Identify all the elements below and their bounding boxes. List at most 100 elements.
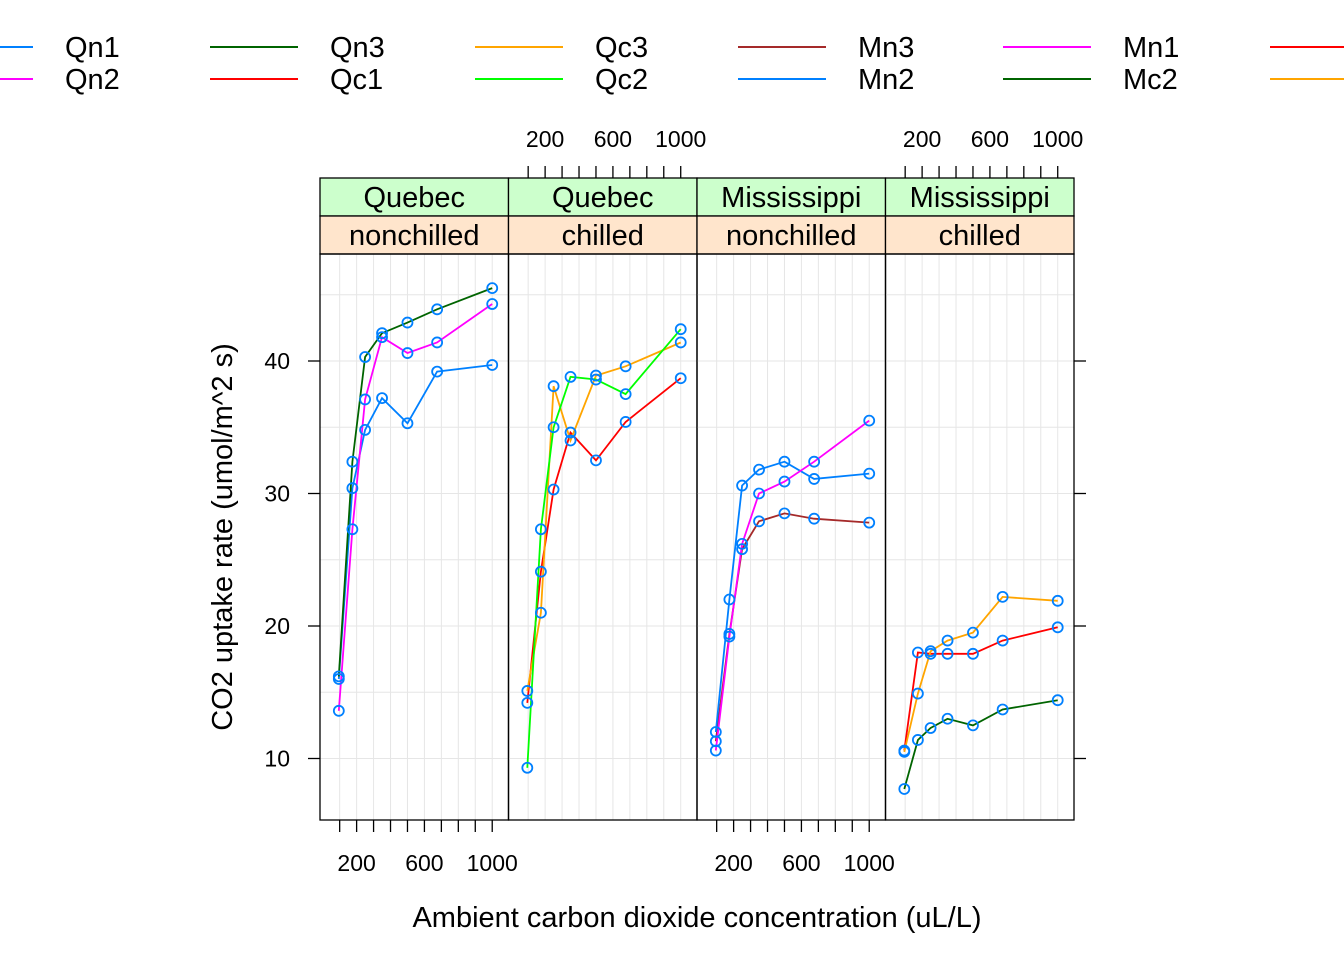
data-point-qn3 bbox=[401, 316, 414, 329]
legend-label-mc2: Mc2 bbox=[1123, 64, 1178, 96]
x-tick-label: 600 bbox=[405, 850, 443, 876]
data-point-series-2 bbox=[996, 634, 1009, 647]
data-point-mn2 bbox=[778, 455, 791, 468]
data-point-qc1 bbox=[521, 696, 534, 709]
legend-label-qc3: Qc3 bbox=[595, 32, 648, 64]
data-point-mn2 bbox=[723, 593, 736, 606]
strip-top bbox=[507, 177, 698, 217]
data-point-mc2 bbox=[898, 783, 911, 795]
data-point-qn2 bbox=[359, 393, 371, 406]
x-tick-label: 1000 bbox=[844, 850, 895, 876]
x-tick-label: 200 bbox=[714, 850, 752, 876]
x-tick-label: 200 bbox=[337, 850, 375, 876]
data-point-qc3 bbox=[547, 380, 560, 393]
legend-label-qn3: Qn3 bbox=[330, 32, 385, 64]
data-point-qc3 bbox=[590, 369, 602, 382]
data-point-mn2 bbox=[709, 726, 722, 738]
series-line-qn1 bbox=[337, 364, 493, 680]
data-point-mn3 bbox=[778, 507, 791, 520]
x-tick-label: 600 bbox=[971, 126, 1009, 152]
data-point-mn1 bbox=[753, 487, 765, 500]
panel-quebec-nonchilled: Quebec nonchilled bbox=[319, 177, 510, 821]
strip-top-label: Mississippi bbox=[910, 182, 1050, 214]
data-point-qc2 bbox=[521, 761, 534, 774]
data-point-qc3 bbox=[521, 685, 534, 697]
series-line-mn2 bbox=[714, 460, 870, 733]
data-point-mn1 bbox=[709, 744, 722, 757]
data-point-mn2 bbox=[808, 473, 821, 485]
data-point-series-2 bbox=[967, 647, 979, 660]
data-point-mn2 bbox=[863, 467, 876, 480]
data-point-series-3 bbox=[898, 745, 911, 758]
data-point-qn3 bbox=[359, 351, 371, 363]
data-point-qc1 bbox=[547, 483, 560, 496]
series-line-qc2 bbox=[526, 328, 682, 768]
data-point-qc2 bbox=[564, 370, 577, 383]
data-point-qn2 bbox=[431, 336, 444, 349]
strip-top bbox=[319, 177, 510, 217]
series-line-qc3 bbox=[526, 341, 682, 692]
data-point-qn3 bbox=[332, 670, 345, 683]
data-point-mc2 bbox=[1051, 694, 1064, 707]
data-point-qn2 bbox=[401, 347, 414, 359]
data-point-qn1 bbox=[486, 359, 499, 371]
series-line-qc1 bbox=[526, 377, 682, 703]
data-point-qc1 bbox=[619, 416, 632, 428]
data-point-qc1 bbox=[590, 454, 602, 467]
legend-label-mn3: Mn3 bbox=[858, 32, 914, 64]
data-point-series-3 bbox=[967, 626, 979, 639]
data-point-qn1 bbox=[346, 482, 359, 495]
x-axis-title: Ambient carbon dioxide concentration (uL… bbox=[412, 902, 981, 934]
x-tick-label: 600 bbox=[782, 850, 820, 876]
data-point-qn1 bbox=[359, 423, 371, 436]
strip-bottom bbox=[696, 215, 887, 255]
data-point-mc2 bbox=[911, 734, 924, 746]
data-point-mn2 bbox=[753, 463, 765, 476]
y-tick-label: 20 bbox=[264, 613, 290, 639]
data-point-mn1 bbox=[863, 414, 876, 427]
y-tick-label: 40 bbox=[264, 348, 290, 374]
data-point-qn1 bbox=[431, 365, 444, 378]
data-point-qc2 bbox=[674, 323, 687, 336]
series-line-series-3 bbox=[903, 595, 1058, 753]
x-tick-label: 1000 bbox=[655, 126, 706, 152]
x-tick-label: 200 bbox=[903, 126, 941, 152]
data-point-mn3 bbox=[808, 512, 821, 525]
data-point-mc2 bbox=[996, 703, 1009, 716]
data-point-mn1 bbox=[723, 630, 736, 643]
data-point-qc3 bbox=[674, 336, 687, 349]
y-axis-title: CO2 uptake rate (umol/m^2 s) bbox=[207, 343, 239, 731]
legend-label-qn2: Qn2 bbox=[65, 64, 120, 96]
data-point-series-3 bbox=[911, 687, 924, 700]
strip-top-label: Quebec bbox=[363, 182, 465, 214]
series-line-mn1 bbox=[714, 419, 870, 751]
y-tick-label: 10 bbox=[264, 746, 290, 772]
series-line-mc2 bbox=[903, 699, 1058, 790]
strip-bottom-label: nonchilled bbox=[726, 220, 857, 252]
data-point-mc2 bbox=[941, 712, 954, 725]
data-point-qn3 bbox=[376, 327, 388, 340]
strip-top-label: Mississippi bbox=[721, 182, 861, 214]
data-point-mn3 bbox=[753, 515, 765, 528]
data-point-qn1 bbox=[401, 417, 414, 430]
data-point-series-2 bbox=[941, 647, 954, 660]
panel-mississippi-chilled: Mississippi chilled bbox=[884, 177, 1075, 821]
x-tick-label: 1000 bbox=[467, 850, 518, 876]
data-point-qc1 bbox=[534, 565, 547, 578]
data-point-mn1 bbox=[808, 455, 821, 468]
data-point-qn3 bbox=[346, 455, 359, 468]
x-tick-label: 1000 bbox=[1032, 126, 1083, 152]
data-point-qn1 bbox=[376, 392, 388, 405]
data-point-qc2 bbox=[590, 373, 602, 386]
series-line-qn2 bbox=[337, 303, 493, 711]
strip-bottom-label: chilled bbox=[939, 220, 1021, 252]
legend-label-qc1: Qc1 bbox=[330, 64, 383, 96]
data-point-mc2 bbox=[967, 719, 979, 732]
data-point-series-2 bbox=[911, 646, 924, 659]
data-point-qn2 bbox=[346, 523, 359, 536]
strip-top bbox=[884, 177, 1075, 217]
strip-bottom-label: chilled bbox=[562, 220, 644, 252]
data-point-qc1 bbox=[564, 426, 577, 439]
